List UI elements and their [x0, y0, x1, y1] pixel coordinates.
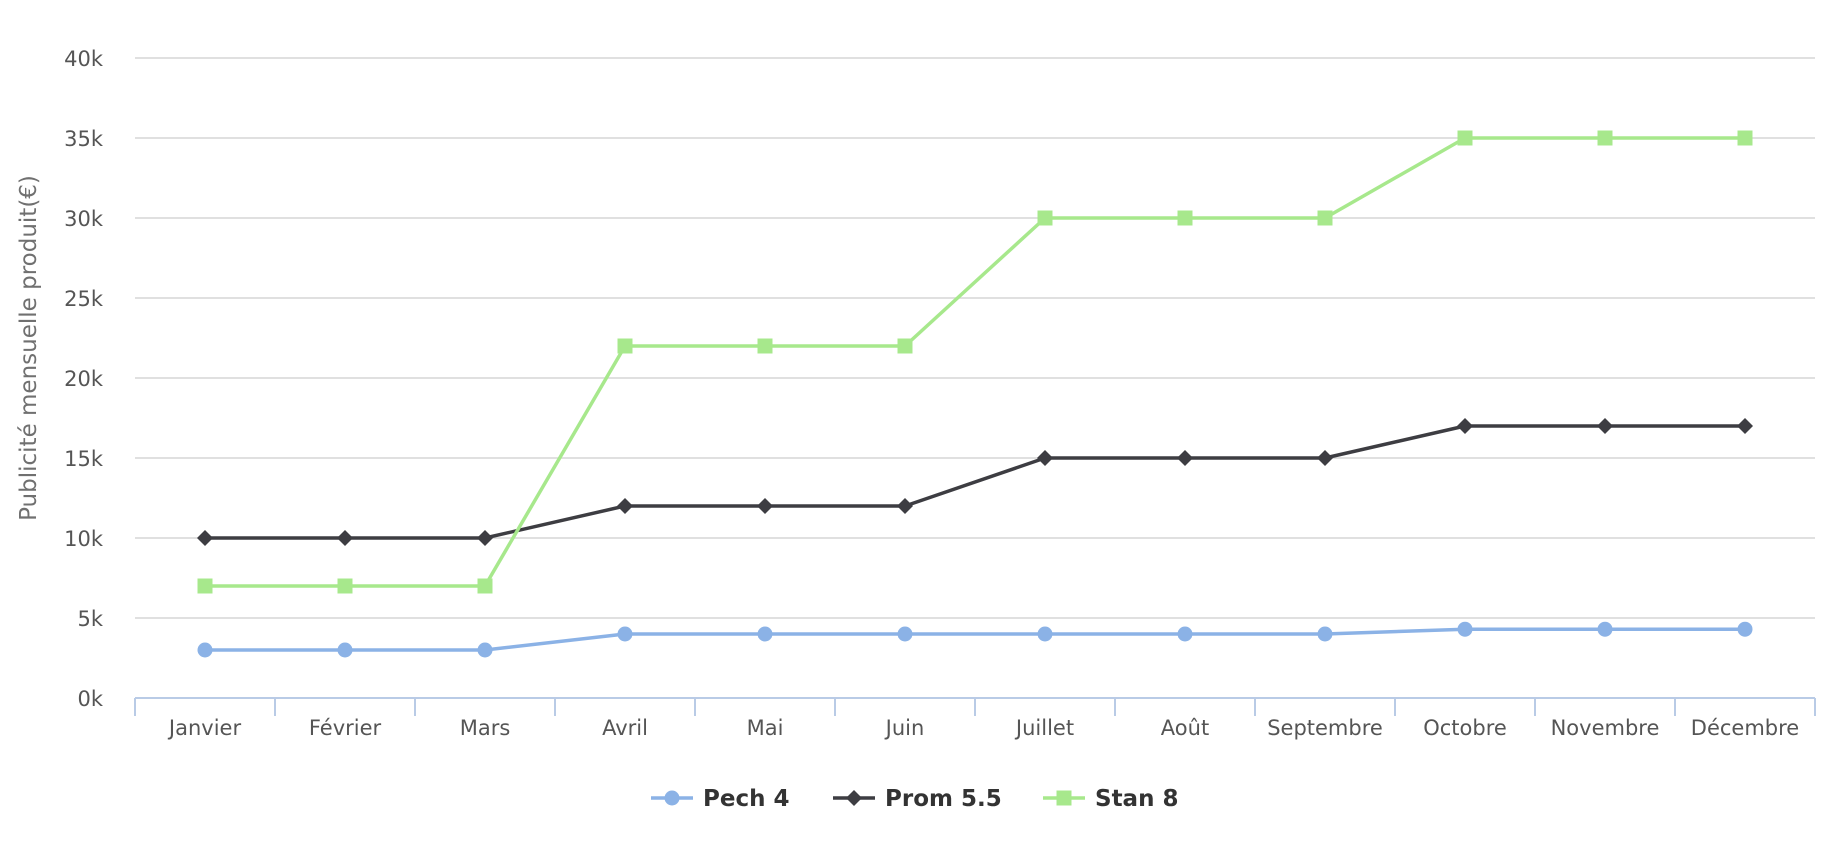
data-point-diamond [1317, 450, 1333, 466]
data-point-square [1737, 130, 1753, 146]
x-tick-label: Octobre [1423, 716, 1507, 740]
legend-item[interactable]: Pech 4 [651, 786, 789, 812]
data-point-diamond [1737, 418, 1753, 434]
x-tick-label: Août [1161, 716, 1209, 740]
legend-label: Stan 8 [1095, 786, 1178, 812]
series-line [205, 136, 1745, 588]
legend-item[interactable]: Stan 8 [1043, 786, 1178, 812]
data-point-diamond [337, 530, 353, 546]
data-point-diamond [197, 530, 213, 546]
y-tick-label: 5k [77, 607, 103, 631]
legend-label: Prom 5.5 [885, 786, 1002, 812]
x-axis [134, 697, 1816, 716]
data-point-diamond [1457, 418, 1473, 434]
y-tick-label: 25k [64, 287, 104, 311]
data-point-diamond [846, 790, 862, 806]
data-point-square [1037, 210, 1053, 226]
data-point-circle [477, 642, 493, 658]
data-point-circle [897, 626, 913, 642]
data-point-square [1317, 210, 1333, 226]
data-point-circle [617, 626, 633, 642]
data-point-circle [1737, 621, 1753, 637]
data-point-circle [1457, 621, 1473, 637]
x-tick-label: Novembre [1551, 716, 1660, 740]
y-tick-label: 30k [64, 207, 104, 231]
x-tick-label: Mai [747, 716, 784, 740]
data-point-square [617, 338, 633, 354]
x-tick-label: Juin [884, 716, 925, 740]
data-point-diamond [1177, 450, 1193, 466]
data-point-diamond [897, 498, 913, 514]
data-point-square [757, 338, 773, 354]
series-line [205, 424, 1745, 540]
data-point-circle [1177, 626, 1193, 642]
data-point-diamond [757, 498, 773, 514]
x-tick-label: Janvier [167, 716, 242, 740]
data-point-square [337, 578, 353, 594]
y-tick-label: 40k [64, 47, 104, 71]
data-point-square [477, 578, 493, 594]
data-point-diamond [1597, 418, 1613, 434]
y-axis-title: Publicité mensuelle produit(€) [16, 175, 42, 521]
y-tick-label: 20k [64, 367, 104, 391]
series-layer [197, 130, 1753, 658]
x-tick-label: Décembre [1691, 716, 1799, 740]
data-point-circle [1037, 626, 1053, 642]
data-point-diamond [477, 530, 493, 546]
data-point-circle [757, 626, 773, 642]
data-point-square [197, 578, 213, 594]
x-tick-label: Juillet [1014, 716, 1074, 740]
y-tick-label: 0k [77, 687, 103, 711]
x-tick-label: Avril [602, 716, 648, 740]
data-point-diamond [617, 498, 633, 514]
legend: Pech 4 Prom 5.5 Stan 8 [651, 786, 1178, 812]
y-tick-label: 15k [64, 447, 104, 471]
legend-item[interactable]: Prom 5.5 [833, 786, 1002, 812]
series-2 [197, 418, 1753, 546]
data-point-circle [664, 790, 680, 806]
series-1 [197, 621, 1753, 658]
data-point-square [1457, 130, 1473, 146]
x-tick-label: Septembre [1267, 716, 1383, 740]
data-point-circle [1317, 626, 1333, 642]
x-tick-label: Mars [460, 716, 511, 740]
y-axis-tick-labels: 0k 5k 10k 15k 20k 25k 30k 35k 40k [64, 47, 104, 711]
data-point-square [1177, 210, 1193, 226]
x-axis-tick-labels: Janvier Février Mars Avril Mai Juin Juillet Aoû… [167, 716, 1799, 740]
grid-lines [135, 57, 1815, 619]
data-point-diamond [1037, 450, 1053, 466]
y-tick-label: 10k [64, 527, 104, 551]
y-tick-label: 35k [64, 127, 104, 151]
x-tick-label: Février [309, 716, 382, 740]
legend-label: Pech 4 [703, 786, 789, 812]
data-point-square [1597, 130, 1613, 146]
data-point-circle [1597, 621, 1613, 637]
data-point-circle [197, 642, 213, 658]
data-point-square [897, 338, 913, 354]
data-point-square [1056, 790, 1072, 806]
series-line [205, 627, 1745, 652]
series-3 [197, 130, 1753, 594]
data-point-circle [337, 642, 353, 658]
